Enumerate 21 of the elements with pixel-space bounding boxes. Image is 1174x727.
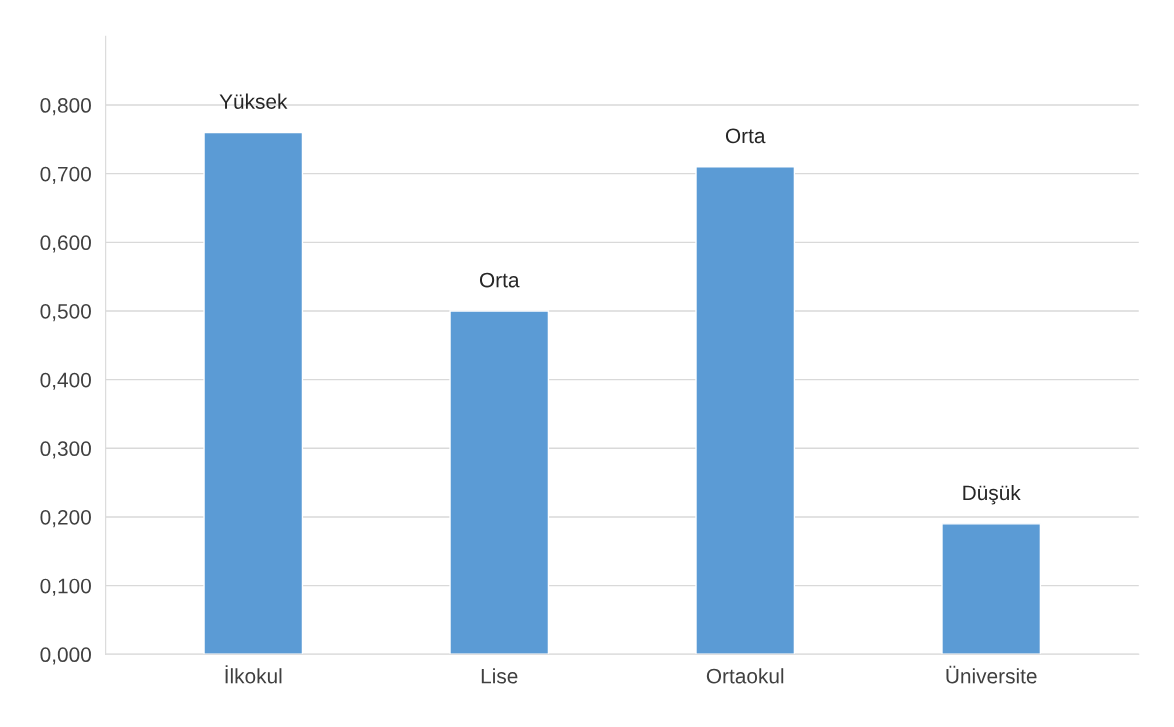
x-tick-label: Lise <box>481 668 518 684</box>
y-tick-label: 0,100 <box>40 578 91 596</box>
y-tick-label: 0,000 <box>40 647 91 665</box>
annotation: Düşük <box>963 484 1021 505</box>
bar <box>695 166 796 655</box>
y-tick-label: 0,300 <box>40 441 91 459</box>
y-tick-label: 0,600 <box>40 235 91 253</box>
x-tick-label: İlkokul <box>225 665 282 684</box>
bar <box>449 310 550 655</box>
bar <box>203 131 304 655</box>
x-tick-label: Üniversite <box>946 665 1037 684</box>
y-tick-label: 0,700 <box>40 166 91 184</box>
bar <box>941 523 1042 655</box>
y-tick-label: 0,500 <box>40 304 91 322</box>
y-tick-label: 0,200 <box>40 509 91 528</box>
y-tick-label: 0,400 <box>40 372 91 390</box>
annotation: Orta <box>479 272 520 288</box>
annotation: Orta <box>725 128 766 144</box>
x-tick-label: Ortaokul <box>706 668 784 684</box>
y-tick-label: 0,800 <box>40 98 91 116</box>
annotation: Yüksek <box>219 93 288 109</box>
